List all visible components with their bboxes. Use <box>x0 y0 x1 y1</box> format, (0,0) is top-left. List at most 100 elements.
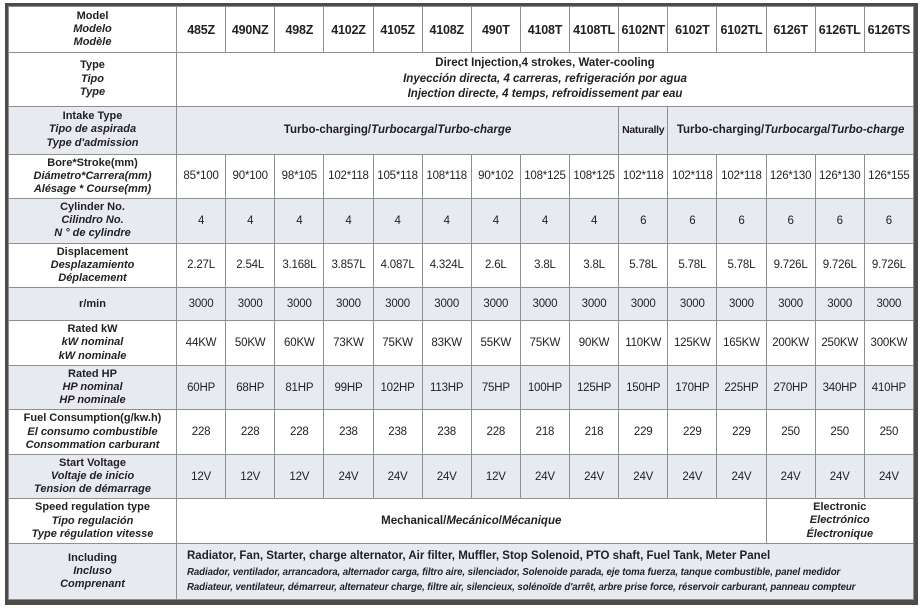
row-label-intake: Intake Type Tipo de aspirada Type d'admiss… <box>8 105 177 155</box>
row-label-fuel: Fuel Consumption(g/kw.h) El consumo combu… <box>8 409 177 455</box>
cell-hp-9: 125HP <box>568 364 620 411</box>
cell-fuel-7: 228 <box>470 409 521 455</box>
span-part: Mécanique <box>501 515 562 528</box>
cell-fuel-13: 250 <box>765 409 816 455</box>
row-label-line: Desplazamiento <box>50 258 135 271</box>
span-part: Mechanical <box>381 515 444 528</box>
cell-cylinder-8: 4 <box>519 198 571 244</box>
cell-cylinder-13: 6 <box>765 198 816 244</box>
table-row-speed: Speed regulation type Tipo regulación Type… <box>8 498 914 545</box>
cell-bore-8: 108*125 <box>519 153 571 200</box>
cell-bore-4: 102*118 <box>323 153 374 200</box>
cell-rmin-1: 3000 <box>175 287 227 322</box>
row-label-line: Déplacement <box>58 272 127 285</box>
row-label-bore: Bore*Stroke(mm) Diámetro*Carrera(mm) Alésa… <box>8 153 177 200</box>
cell-voltage-12: 24V <box>716 453 767 500</box>
model-column-6126T: 6126T <box>765 6 816 53</box>
cell-bore-14: 126*130 <box>814 153 865 200</box>
cell-hp-5: 102HP <box>372 364 423 411</box>
row-label-line: Intake Type <box>62 110 123 123</box>
cell-cylinder-3: 4 <box>274 198 325 244</box>
cell-hp-8: 100HP <box>519 364 571 411</box>
block-line: Radiateur, ventilateur, démarreur, alter… <box>187 580 856 593</box>
row-label-line: Type d'admission <box>46 136 139 149</box>
row-label-line: r/min <box>79 297 106 310</box>
stacked-line: Electronic <box>813 500 867 513</box>
span-cell-speed-2: Electronic Electrónico Électronique <box>765 498 914 545</box>
cell-kw-11: 125KW <box>667 320 718 366</box>
cell-fuel-11: 229 <box>667 409 718 455</box>
cell-displacement-12: 5.78L <box>716 242 767 289</box>
cell-bore-10: 102*118 <box>618 153 669 200</box>
slash-separator: / <box>760 124 765 137</box>
cell-cylinder-7: 4 <box>470 198 521 244</box>
block-line: Radiator, Fan, Starter, charge alternato… <box>187 550 771 563</box>
cell-bore-13: 126*130 <box>765 153 816 200</box>
row-label-line: Alésage * Course(mm) <box>33 182 152 195</box>
row-label-speed: Speed regulation type Tipo regulación Type… <box>8 498 177 545</box>
model-column-490NZ: 490NZ <box>225 6 276 53</box>
block-line: Direct Injection,4 strokes, Water-coolin… <box>435 57 655 69</box>
row-label-voltage: Start Voltage Voltaje de inicio Tension de… <box>8 453 177 500</box>
span-part: Mecánico <box>446 515 499 528</box>
row-label-line: Start Voltage <box>58 456 127 469</box>
cell-rmin-2: 3000 <box>225 287 276 322</box>
row-label-line: Fuel Consumption(g/kw.h) <box>23 412 162 425</box>
cell-displacement-11: 5.78L <box>667 242 718 289</box>
row-label-line: Rated HP <box>68 367 117 380</box>
block-line: Injection directe, 4 temps, refroidissem… <box>407 88 683 101</box>
model-column-4108TL: 4108TL <box>568 6 620 53</box>
row-label-line: Consommation carburant <box>25 438 160 451</box>
row-label-model: Model Modelo Modèle <box>8 6 177 53</box>
cell-hp-12: 225HP <box>716 364 767 411</box>
cell-rmin-7: 3000 <box>470 287 521 322</box>
cell-displacement-1: 2.27L <box>175 242 227 289</box>
cell-cylinder-10: 6 <box>618 198 669 244</box>
cell-cylinder-12: 6 <box>716 198 767 244</box>
cell-voltage-6: 24V <box>421 453 472 500</box>
row-label-including: Including Incluso Comprenant <box>8 543 177 601</box>
slash-separator: / <box>827 124 831 137</box>
cell-hp-2: 68HP <box>225 364 276 411</box>
cell-displacement-6: 4.324L <box>421 242 472 289</box>
cell-cylinder-11: 6 <box>667 198 718 244</box>
cell-displacement-10: 5.78L <box>618 242 669 289</box>
span-part: Turbo-charging <box>283 124 368 137</box>
row-label-cylinder: Cylinder No. Cilindro No. N ° de cylindre <box>8 198 177 244</box>
row-label-hp: Rated HP HP nominal HP nominale <box>8 364 177 411</box>
slash-separator: / <box>498 515 502 528</box>
row-label-line: Tension de démarrage <box>34 483 151 496</box>
cell-fuel-2: 228 <box>225 409 276 455</box>
model-column-6102T: 6102T <box>667 6 718 53</box>
row-label-line: El consumo combustible <box>27 425 158 438</box>
table-row-including: Including Incluso Comprenant Radiator, Fan,… <box>8 543 914 601</box>
cell-voltage-15: 24V <box>863 453 915 500</box>
table-row-hp: Rated HP HP nominal HP nominale 60HP 68HP 81H… <box>8 364 915 411</box>
cell-voltage-5: 24V <box>372 453 423 500</box>
table-row-model: Model Modelo Modèle 485Z 490NZ 498Z 4102Z 4105Z… <box>8 6 915 53</box>
cell-voltage-9: 24V <box>568 453 620 500</box>
row-label-line: Cylinder No. <box>60 201 125 214</box>
cell-rmin-10: 3000 <box>618 287 669 322</box>
cell-kw-2: 50KW <box>225 320 276 366</box>
cell-displacement-8: 3.8L <box>519 242 571 289</box>
engine-spec-table: Model Modelo Modèle 485Z 490NZ 498Z 4102Z 4105Z… <box>8 6 915 601</box>
table-body: Model Modelo Modèle 485Z 490NZ 498Z 4102Z 4105Z… <box>8 6 915 601</box>
model-column-498Z: 498Z <box>274 6 325 53</box>
table-row-bore: Bore*Stroke(mm) Diámetro*Carrera(mm) Alésa… <box>8 153 915 200</box>
stacked-lines: Electronic Electrónico Électronique <box>768 501 913 542</box>
cell-displacement-3: 3.168L <box>274 242 325 289</box>
table-row-displacement: Displacement Desplazamiento Déplacement 2.2… <box>8 242 915 289</box>
cell-fuel-5: 238 <box>372 409 423 455</box>
row-label-line: Displacement <box>56 245 129 258</box>
row-label-line: Voltaje de inicio <box>50 470 135 483</box>
row-label-line: Comprenant <box>60 578 125 591</box>
cell-rmin-6: 3000 <box>421 287 472 322</box>
cell-displacement-2: 2.54L <box>225 242 276 289</box>
cell-voltage-4: 24V <box>323 453 374 500</box>
cell-displacement-15: 9.726L <box>863 242 915 289</box>
slash-separator: / <box>434 124 438 137</box>
cell-rmin-8: 3000 <box>519 287 571 322</box>
cell-rmin-3: 3000 <box>274 287 325 322</box>
row-label-line: HP nominal <box>62 380 123 393</box>
